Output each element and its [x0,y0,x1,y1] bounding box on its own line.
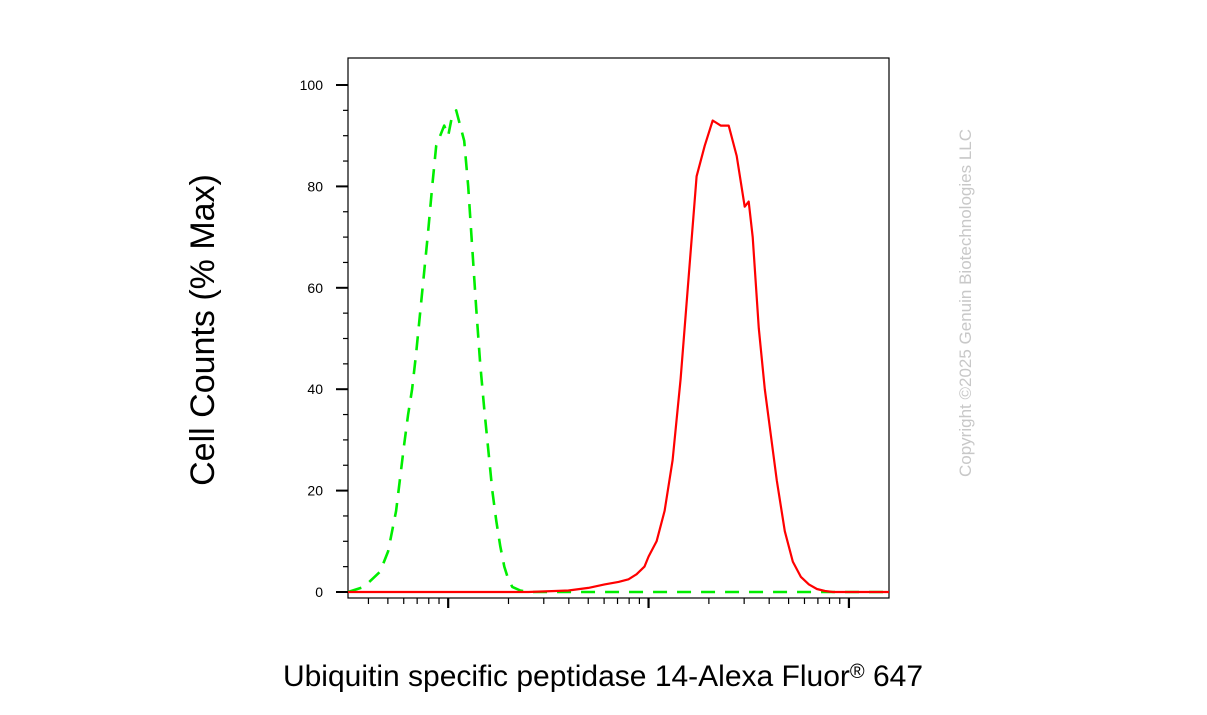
series-layer [347,109,889,594]
x-axis-label-suffix: 647 [865,660,923,693]
y-axis-label: Cell Counts (% Max) [184,174,222,486]
y-tick-label: 100 [300,77,324,93]
x-axis-label-registered-mark: ® [850,661,865,683]
x-axis-label: Ubiquitin specific peptidase 14-Alexa Fl… [283,660,923,693]
x-axis [367,598,851,608]
copyright-watermark: Copyright ©2025 Genuin Biotechnologies L… [956,129,975,477]
y-tick-label: 40 [307,381,323,397]
y-tick-label: 60 [307,280,323,296]
sample-histogram-line [348,119,889,594]
plot-frame [347,57,890,599]
control-histogram-line [347,109,889,594]
x-axis-label-main: Ubiquitin specific peptidase 14-Alexa Fl… [283,660,850,693]
y-tick-label: 20 [307,483,323,499]
y-tick-label: 0 [315,584,323,600]
y-tick-label: 80 [307,178,323,194]
y-axis: 0 20 40 60 80 100 [300,77,348,600]
